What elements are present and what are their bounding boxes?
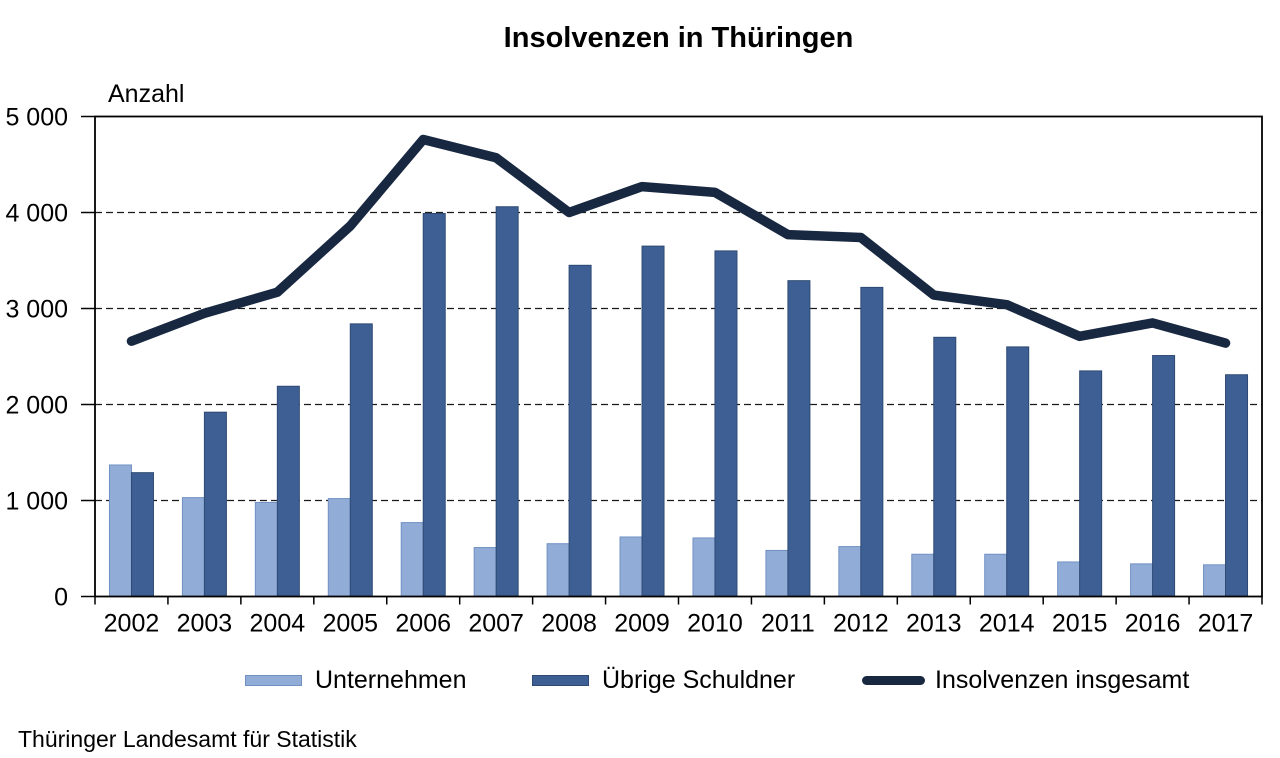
unternehmen-bar: [619, 536, 643, 597]
unternehmen-bar: [1130, 563, 1154, 597]
uebrige-schuldner-bar: [349, 323, 373, 597]
x-axis-year-label: 2005: [322, 610, 378, 638]
uebrige-schuldner-bar: [203, 411, 227, 597]
legend-item-uebrige-schuldner: Übrige Schuldner: [532, 666, 795, 694]
y-axis-title: Anzahl: [108, 80, 185, 108]
legend-label-uebrige-schuldner: Übrige Schuldner: [602, 665, 796, 694]
x-axis-year-label: 2010: [687, 610, 743, 638]
uebrige-schuldner-bar: [130, 472, 154, 597]
unternehmen-bar: [765, 549, 789, 597]
unternehmen-bar: [984, 553, 1008, 598]
uebrige-schuldner-bar: [568, 264, 592, 597]
uebrige-schuldner-bar: [641, 245, 665, 597]
legend-swatch-unternehmen: [245, 674, 302, 686]
uebrige-schuldner-bar: [495, 206, 519, 598]
unternehmen-bar: [400, 522, 424, 598]
unternehmen-bar: [473, 547, 497, 597]
legend-label-unternehmen: Unternehmen: [315, 665, 467, 694]
uebrige-schuldner-bar: [1225, 374, 1249, 597]
uebrige-schuldner-bar: [787, 280, 811, 597]
uebrige-schuldner-bar: [422, 212, 446, 598]
uebrige-schuldner-bar: [714, 250, 738, 597]
legend-item-unternehmen: Unternehmen: [245, 666, 466, 694]
x-axis-year-label: 2002: [104, 610, 160, 638]
unternehmen-bar: [1057, 561, 1081, 598]
x-axis-year-label: 2014: [979, 610, 1035, 638]
unternehmen-bar: [1203, 564, 1227, 598]
insolvenzen-total-line: [126, 134, 1231, 348]
unternehmen-bar: [692, 537, 716, 598]
unternehmen-bar: [108, 464, 132, 598]
x-axis-year-label: 2011: [761, 610, 815, 638]
legend-swatch-uebrige-schuldner: [532, 674, 589, 686]
uebrige-schuldner-bar: [933, 336, 957, 597]
x-axis-year-label: 2015: [1052, 610, 1108, 638]
x-axis-year-label: 2016: [1125, 610, 1181, 638]
y-axis-tick-label: 5 000: [5, 104, 68, 132]
x-axis-year-label: 2008: [541, 610, 597, 638]
uebrige-schuldner-bar: [1079, 370, 1103, 597]
y-axis-tick-label: 4 000: [5, 200, 68, 228]
uebrige-schuldner-bar: [1006, 346, 1030, 597]
unternehmen-bar: [254, 501, 278, 598]
x-axis-year-label: 2013: [906, 610, 962, 638]
x-axis-year-label: 2004: [250, 610, 306, 638]
uebrige-schuldner-bar: [276, 385, 300, 598]
uebrige-schuldner-bar: [860, 286, 884, 597]
unternehmen-bar: [838, 546, 862, 598]
chart-title: Insolvenzen in Thüringen: [503, 22, 854, 54]
y-axis-tick-label: 2 000: [5, 392, 68, 420]
x-axis-year-label: 2007: [468, 610, 524, 638]
y-axis-tick-label: 1 000: [5, 488, 68, 516]
legend-label-insolvenzen-insgesamt: Insolvenzen insgesamt: [935, 665, 1190, 694]
plot-frame: [94, 115, 1263, 598]
legend-swatch-insolvenzen-insgesamt: [862, 675, 925, 685]
uebrige-schuldner-bar: [1152, 355, 1176, 598]
y-axis-tick-label: 0: [54, 584, 68, 612]
x-axis-year-label: 2012: [833, 610, 889, 638]
y-axis-tick-label: 3 000: [5, 296, 68, 324]
x-axis-year-label: 2009: [614, 610, 670, 638]
x-axis-year-label: 2006: [395, 610, 451, 638]
unternehmen-bar: [546, 543, 570, 598]
legend-item-insolvenzen-insgesamt: Insolvenzen insgesamt: [862, 666, 1189, 694]
x-axis-year-label: 2017: [1198, 610, 1254, 638]
x-axis-year-label: 2003: [177, 610, 233, 638]
source-attribution: Thüringer Landesamt für Statistik: [18, 726, 357, 752]
unternehmen-bar: [911, 553, 935, 598]
unternehmen-bar: [327, 498, 351, 597]
unternehmen-bar: [181, 497, 205, 597]
